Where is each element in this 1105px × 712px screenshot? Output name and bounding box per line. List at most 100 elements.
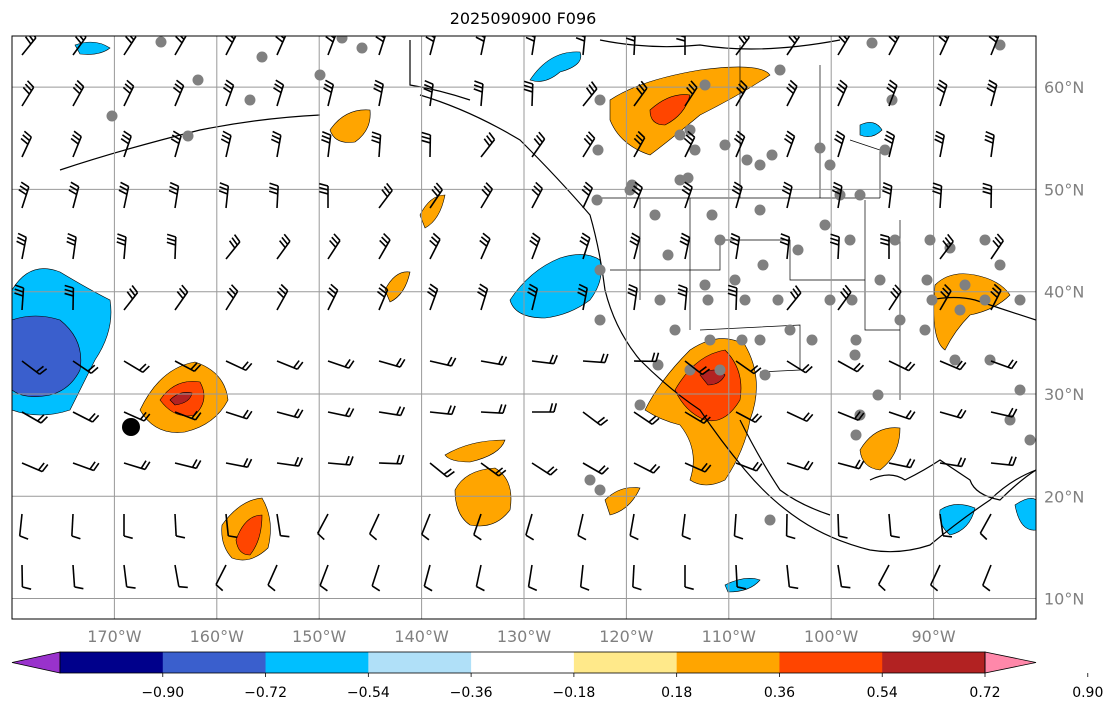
wind-barb (939, 408, 967, 419)
wind-barb (423, 79, 434, 107)
wind-barb (990, 456, 1017, 467)
wind-barb (929, 564, 941, 592)
wind-barb (990, 233, 1004, 260)
lat-tick-label: 40°N (1044, 283, 1084, 302)
wind-barb (786, 360, 813, 374)
wind-barb (525, 513, 535, 541)
wind-barb (579, 232, 591, 260)
wind-barb (378, 182, 393, 209)
station-dot (591, 194, 603, 206)
negative-anomaly-ne-pacific (509, 254, 602, 319)
wind-barb (735, 411, 763, 424)
wind-barb (423, 564, 433, 592)
wind-barb (837, 459, 865, 470)
station-dot (849, 349, 861, 361)
colorbar-segment (60, 652, 164, 673)
station-dot (739, 294, 751, 306)
wind-barb (531, 462, 558, 476)
station-dot (741, 154, 753, 166)
wind-barb (172, 79, 185, 107)
lon-tick-label: 140°W (394, 627, 449, 646)
wind-barb (625, 36, 636, 56)
lon-tick-label: 90°W (912, 627, 956, 646)
wind-barb (480, 462, 507, 477)
wind-barb (225, 360, 253, 372)
wind-barb (378, 233, 391, 260)
wind-barb (888, 360, 916, 372)
station-dot (706, 209, 718, 221)
wind-barb (577, 283, 588, 311)
station-dot (684, 364, 696, 376)
wind-barb (371, 131, 382, 158)
lon-tick-label: 150°W (292, 627, 347, 646)
station-dot (594, 314, 606, 326)
wind-barb (325, 36, 337, 56)
station-dot (314, 69, 326, 81)
wind-barb (375, 36, 387, 56)
wind-barb (479, 232, 491, 260)
wind-barb (582, 131, 596, 158)
wind-barb (174, 410, 202, 421)
station-dot (736, 334, 748, 346)
wind-barb (984, 130, 995, 158)
wind-barb (633, 80, 648, 107)
wind-barb (18, 513, 29, 540)
station-dot (654, 294, 666, 306)
wind-barb (276, 233, 291, 260)
wind-barb (531, 354, 558, 365)
station-dot (702, 294, 714, 306)
colorbar: −0.90 −0.72 −0.54 −0.36 −0.18 0.18 0.36 0.54 0.7… (11, 651, 1103, 701)
station-dot (764, 514, 776, 526)
wind-barb (683, 130, 696, 158)
wind-barb (321, 131, 332, 158)
wind-barb (633, 462, 661, 474)
wind-barb (72, 564, 84, 590)
wind-barb (429, 182, 443, 209)
wind-barb (781, 181, 793, 209)
wind-barb (276, 408, 304, 419)
station-dot (949, 354, 961, 366)
wind-barbs (14, 36, 1018, 592)
wind-barb (122, 79, 135, 107)
station-dot (674, 129, 686, 141)
station-dot (850, 334, 862, 346)
station-dot (244, 94, 256, 106)
wind-barb (475, 564, 485, 592)
wind-barb (837, 284, 852, 311)
station-dot (652, 359, 664, 371)
wind-barb (421, 131, 432, 158)
wind-barb (116, 233, 127, 260)
wind-barb (679, 232, 691, 260)
wind-barb (525, 36, 536, 56)
wind-barb (986, 79, 998, 107)
wind-barb (319, 182, 329, 208)
colorbar-segment (882, 652, 986, 673)
lon-tick-label: 170°W (87, 627, 142, 646)
station-dot (256, 51, 268, 63)
wind-barb (70, 130, 82, 158)
wind-barb (429, 462, 455, 478)
station-dot (846, 294, 858, 306)
station-dot (699, 279, 711, 291)
lat-tick-label: 20°N (1044, 487, 1084, 506)
wind-barb (837, 564, 851, 589)
wind-barb (837, 513, 848, 539)
wind-barb (225, 409, 253, 420)
wind-barb (681, 513, 691, 540)
station-dot (889, 234, 901, 246)
station-dot (1014, 294, 1026, 306)
colorbar-segment (471, 652, 575, 673)
station-dot (872, 389, 884, 401)
station-dot (594, 484, 606, 496)
colorbar-tick-label: 0.54 (867, 685, 898, 701)
positive-anomaly-central (454, 467, 512, 527)
station-dot (994, 39, 1006, 51)
lon-tick-label: 120°W (599, 627, 654, 646)
wind-barb (473, 80, 484, 107)
wind-barb (123, 360, 150, 374)
colorbar-segment (676, 652, 780, 673)
wind-barb (174, 360, 202, 373)
wind-barb (582, 81, 598, 107)
wind-barb (939, 457, 967, 468)
wind-barb (273, 79, 285, 107)
